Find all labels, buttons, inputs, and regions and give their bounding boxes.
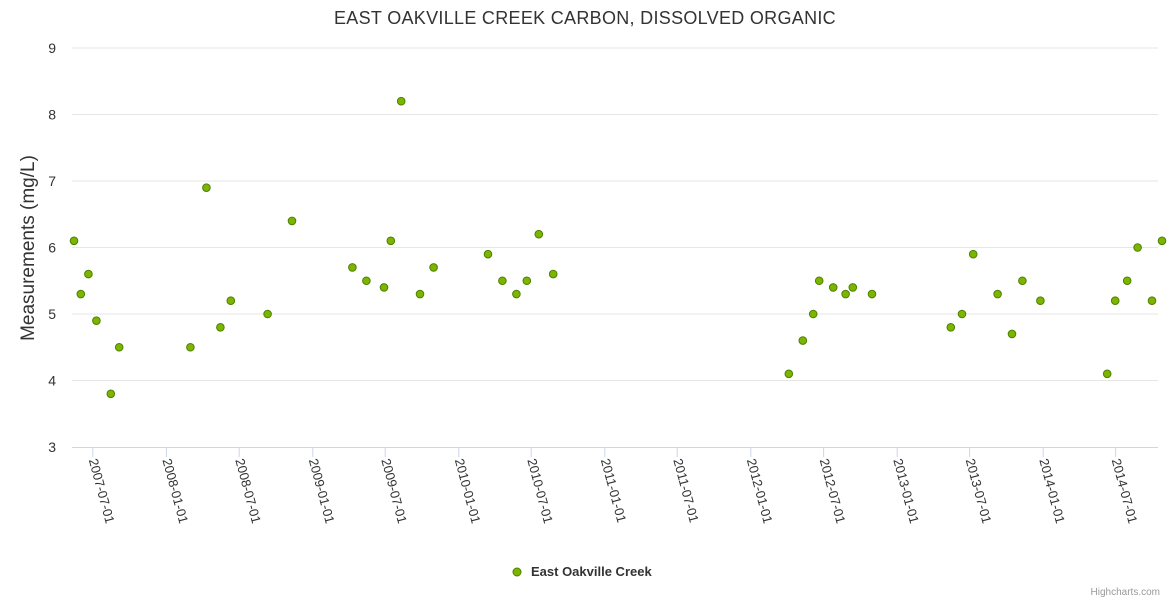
data-point[interactable] xyxy=(1018,276,1027,286)
data-point[interactable] xyxy=(1133,243,1142,252)
y-tick-label: 4 xyxy=(48,373,56,389)
data-point[interactable] xyxy=(263,309,272,319)
data-point[interactable] xyxy=(1102,369,1112,379)
data-point[interactable] xyxy=(429,263,438,272)
data-point[interactable] xyxy=(1007,329,1017,339)
data-point[interactable] xyxy=(848,283,858,292)
x-tick-marks xyxy=(92,447,1117,457)
legend[interactable]: East Oakville Creek xyxy=(512,564,652,579)
data-point[interactable] xyxy=(483,249,493,259)
data-point[interactable] xyxy=(993,289,1002,299)
data-point[interactable] xyxy=(798,336,808,345)
data-point[interactable] xyxy=(106,389,116,399)
y-tick-label: 3 xyxy=(48,439,56,455)
data-point[interactable] xyxy=(226,296,236,306)
y-tick-labels: 3 4 5 6 7 8 9 xyxy=(48,40,56,455)
data-point[interactable] xyxy=(841,289,850,299)
data-point[interactable] xyxy=(202,183,211,192)
data-point[interactable] xyxy=(814,276,824,286)
data-point[interactable] xyxy=(498,276,507,286)
data-point[interactable] xyxy=(946,323,956,332)
data-point[interactable] xyxy=(216,323,225,332)
y-tick-label: 7 xyxy=(48,173,56,189)
legend-marker-icon xyxy=(512,567,522,577)
data-point[interactable] xyxy=(396,96,406,106)
data-point[interactable] xyxy=(867,289,877,299)
data-point[interactable] xyxy=(534,229,544,239)
data-point[interactable] xyxy=(968,249,978,259)
data-point[interactable] xyxy=(287,216,297,226)
credits-link[interactable]: Highcharts.com xyxy=(1091,587,1160,598)
data-point[interactable] xyxy=(84,269,93,279)
data-point[interactable] xyxy=(186,342,195,352)
data-point[interactable] xyxy=(69,236,79,246)
y-tick-label: 9 xyxy=(48,40,56,56)
chart-title: EAST OAKVILLE CREEK CARBON, DISSOLVED OR… xyxy=(334,8,836,28)
data-point[interactable] xyxy=(379,283,389,292)
data-point[interactable] xyxy=(548,269,558,279)
y-axis-label: Measurements (mg/L) xyxy=(18,155,39,341)
data-point[interactable] xyxy=(512,289,521,299)
data-point[interactable] xyxy=(114,342,124,352)
data-point[interactable] xyxy=(362,276,371,286)
y-gridlines xyxy=(72,47,1158,381)
data-point[interactable] xyxy=(348,263,357,272)
data-point[interactable] xyxy=(1122,276,1132,286)
data-point[interactable] xyxy=(828,283,838,292)
legend-label: East Oakville Creek xyxy=(531,564,652,579)
data-point[interactable] xyxy=(76,289,86,299)
y-tick-label: 8 xyxy=(48,107,56,123)
data-point[interactable] xyxy=(1157,236,1167,246)
y-tick-label: 5 xyxy=(48,306,56,322)
y-tick-label: 6 xyxy=(48,240,56,256)
data-point[interactable] xyxy=(808,309,818,319)
data-point[interactable] xyxy=(386,236,396,246)
data-point[interactable] xyxy=(1110,296,1120,306)
data-point[interactable] xyxy=(1147,296,1157,306)
data-points xyxy=(69,96,1167,399)
data-point[interactable] xyxy=(415,289,425,299)
data-point[interactable] xyxy=(522,276,532,286)
data-point[interactable] xyxy=(1036,296,1045,306)
data-point[interactable] xyxy=(957,309,967,319)
data-point[interactable] xyxy=(784,369,794,379)
data-point[interactable] xyxy=(92,316,101,325)
